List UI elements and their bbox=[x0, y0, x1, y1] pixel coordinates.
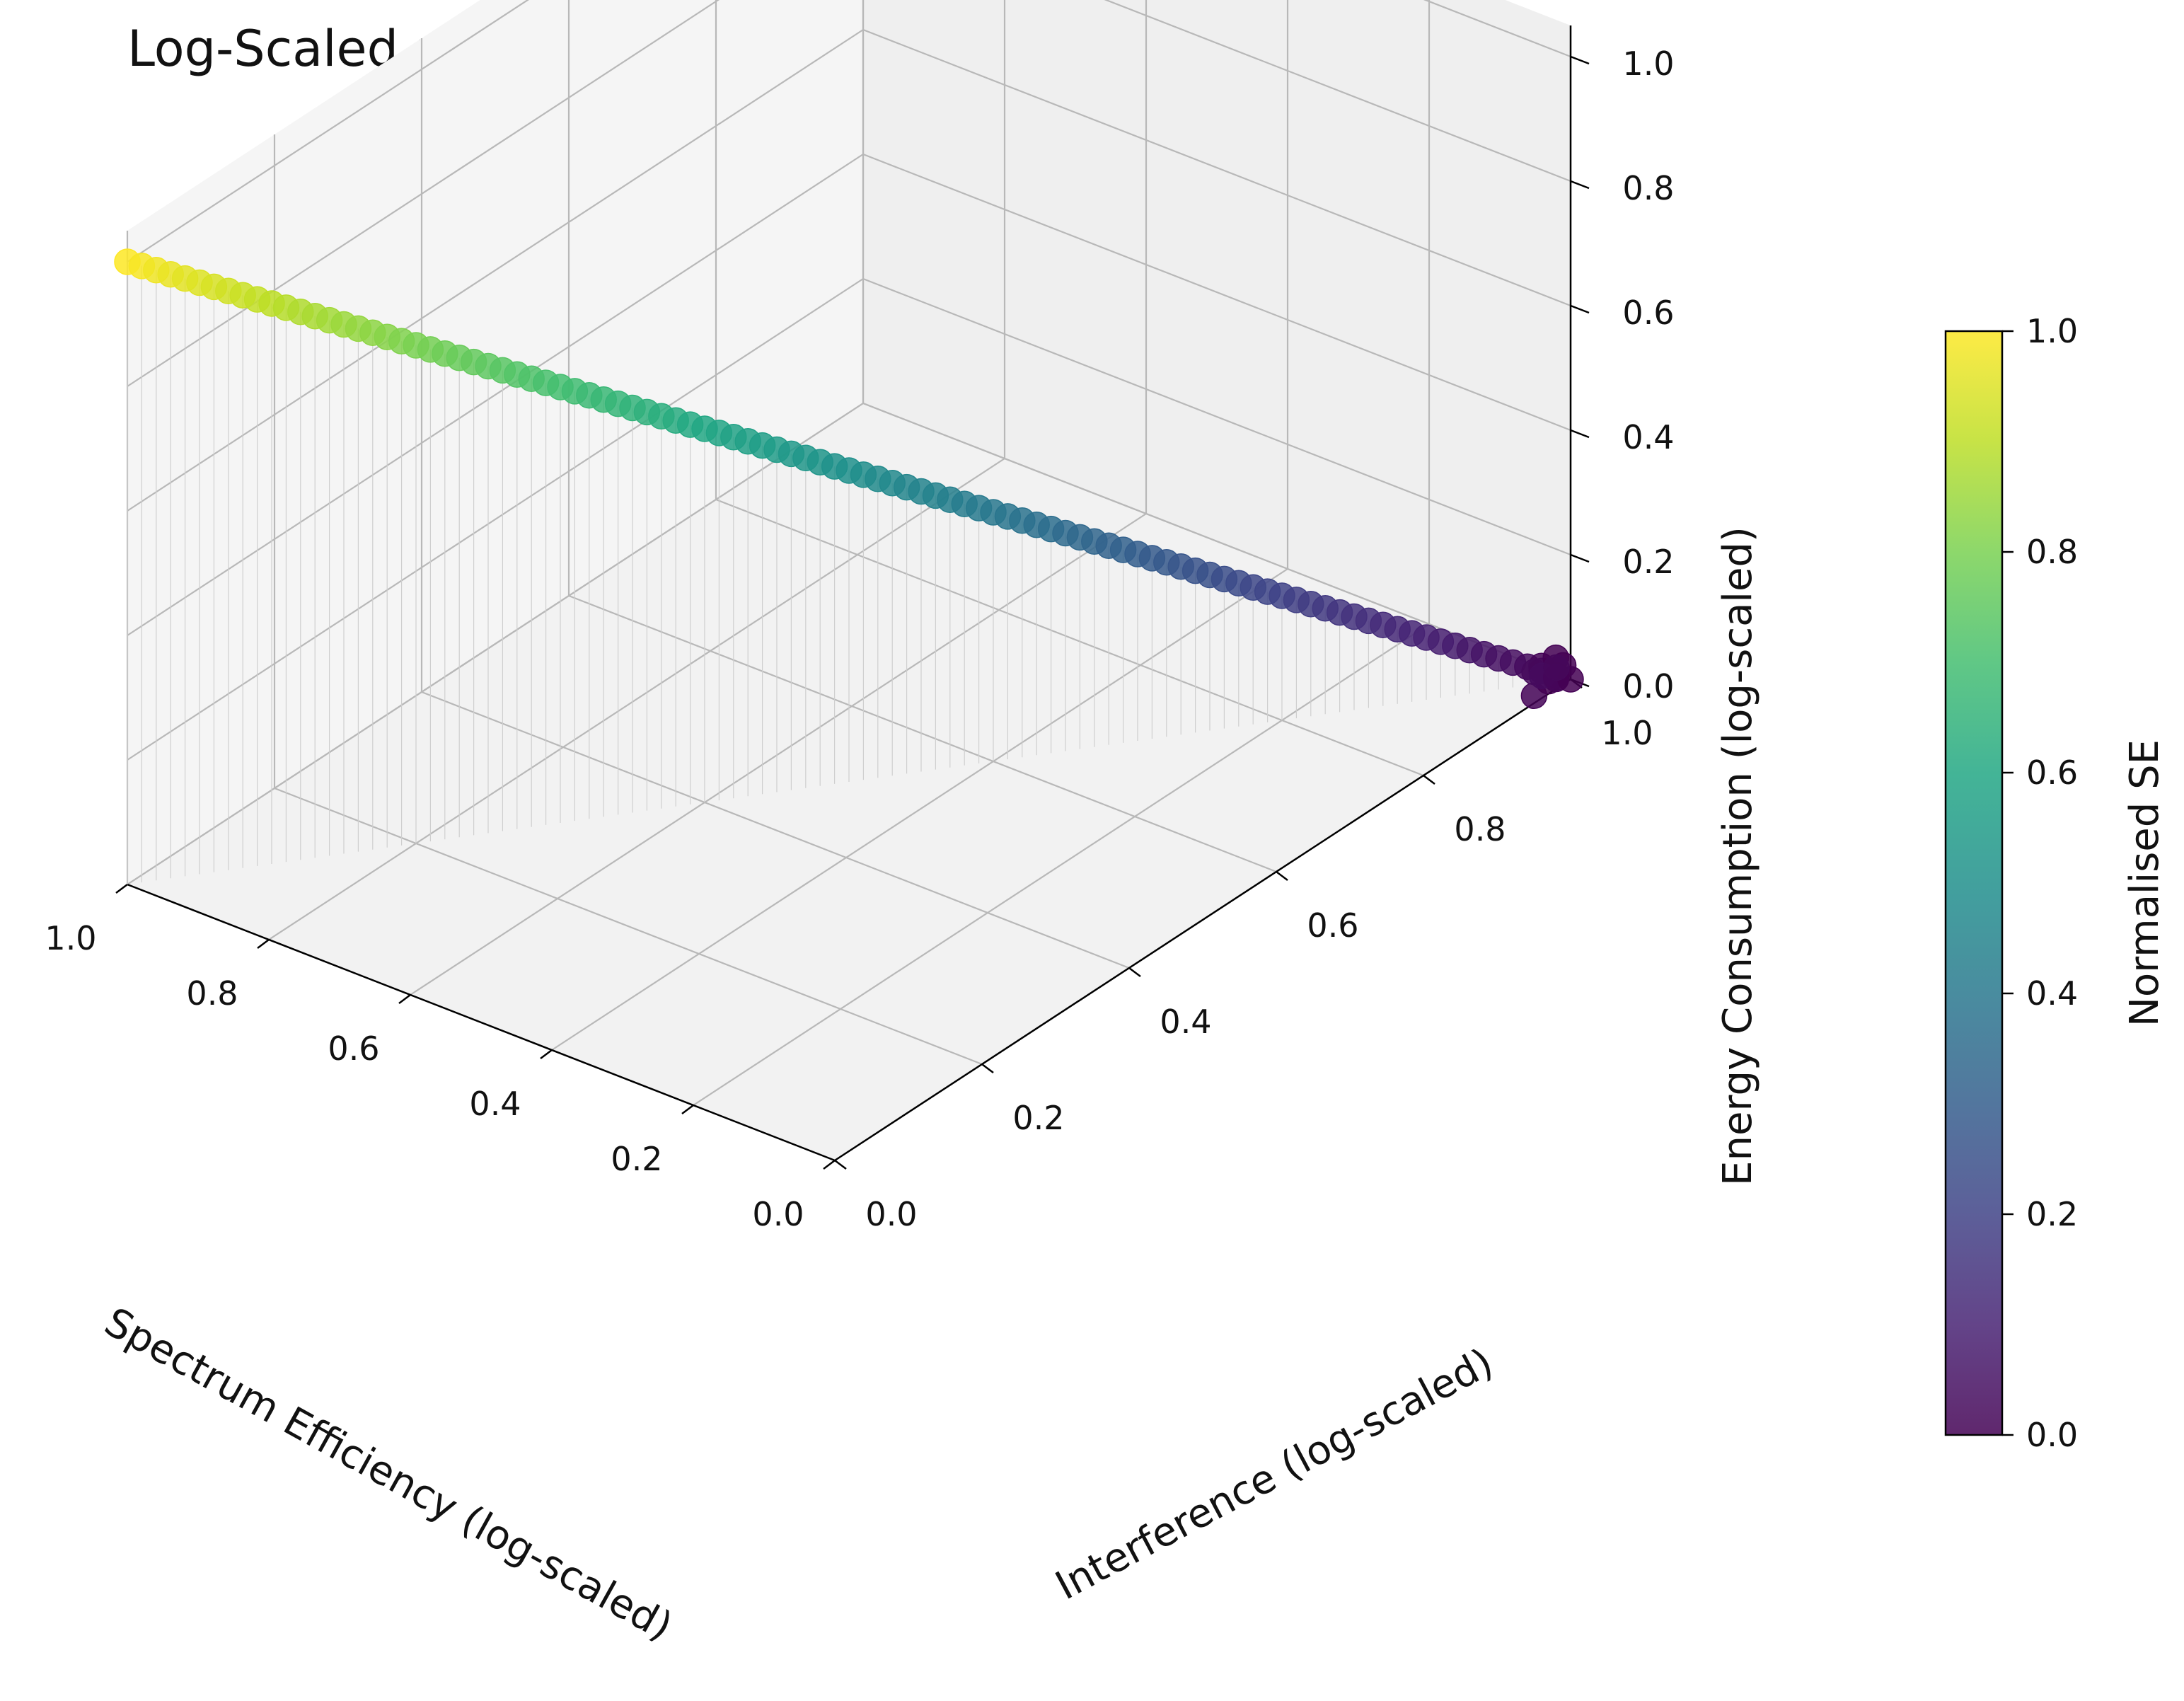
y-axis-line bbox=[834, 678, 1571, 1162]
right-wall-pane bbox=[863, 0, 1571, 679]
colorbar-label: Normalised SE bbox=[2122, 739, 2168, 1027]
x-axis-label: Spectrum Efficiency (log-scaled) bbox=[97, 1299, 680, 1650]
x-tick-mark bbox=[115, 884, 128, 894]
grid-line-wall-z2 bbox=[862, 28, 1571, 307]
axis-lines bbox=[115, 25, 1590, 1170]
colorbar-tick-label: 0.6 bbox=[2026, 754, 2078, 792]
colorbar-tick-label: 0.2 bbox=[2026, 1195, 2078, 1233]
grid-line-floor-x bbox=[268, 458, 1005, 940]
colorbar-tick-label: 0.4 bbox=[2026, 974, 2078, 1013]
y-tick-mark bbox=[834, 1160, 847, 1170]
z-tick-label: 0.6 bbox=[1622, 294, 1674, 332]
y-axis-label: Interference (log-scaled) bbox=[1048, 1339, 1501, 1609]
grid-line-floor-y bbox=[421, 691, 1130, 969]
z-tick-label: 0.0 bbox=[1622, 667, 1674, 705]
x-tick-mark bbox=[540, 1049, 553, 1059]
z-tick-mark bbox=[1570, 553, 1590, 563]
grid-line-floor-y bbox=[568, 594, 1277, 873]
colorbar: 1.0 0.8 0.6 0.4 0.2 0.0 Normalised SE bbox=[1944, 312, 2168, 1454]
colorbar-tick-label: 0.0 bbox=[2026, 1416, 2078, 1454]
grid-line-wall-z2 bbox=[1423, 0, 1571, 58]
x-tick-mark bbox=[681, 1105, 694, 1114]
grid-line-floor-y bbox=[274, 787, 983, 1066]
z-tick-label: 1.0 bbox=[1622, 45, 1674, 83]
colorbar-scale bbox=[1944, 330, 2004, 1436]
z-tick-label: 0.2 bbox=[1622, 543, 1674, 581]
x-tick-mark bbox=[257, 939, 270, 949]
x-tick-label: 0.8 bbox=[186, 974, 238, 1013]
colorbar-tick-label: 1.0 bbox=[2026, 312, 2078, 350]
y-tick-label: 0.4 bbox=[1160, 1003, 1211, 1041]
grid-line-wall-z bbox=[127, 29, 864, 512]
z-tick-label: 0.8 bbox=[1622, 169, 1674, 207]
z-tick-mark bbox=[1570, 429, 1590, 439]
z-tick-mark bbox=[1570, 304, 1590, 314]
z-tick-mark bbox=[1570, 180, 1590, 190]
z-axis-label: Energy Consumption (log-scaled) bbox=[1715, 526, 1761, 1186]
grid-line-floor-x bbox=[551, 568, 1288, 1051]
y-tick-mark bbox=[1423, 775, 1435, 785]
grid-line-floor-x bbox=[693, 623, 1430, 1106]
x-tick-label: 1.0 bbox=[45, 919, 96, 957]
x-tick-label: 0.2 bbox=[611, 1140, 662, 1178]
y-tick-label: 1.0 bbox=[1601, 714, 1653, 752]
y-tick-label: 0.8 bbox=[1454, 810, 1506, 848]
colorbar-tick-label: 0.8 bbox=[2026, 533, 2078, 571]
y-tick-label: 0.6 bbox=[1307, 906, 1358, 945]
y-tick-label: 0.2 bbox=[1012, 1099, 1064, 1137]
y-tick-label: 0.0 bbox=[865, 1195, 917, 1233]
x-axis-line bbox=[127, 883, 836, 1162]
grid-line-wall-z bbox=[127, 0, 529, 263]
x-tick-label: 0.0 bbox=[752, 1195, 804, 1233]
grid-line-wall-z bbox=[127, 278, 864, 761]
grid-line-floor-y bbox=[715, 498, 1424, 777]
z-tick-mark bbox=[1570, 55, 1590, 65]
grid-line-floor-x bbox=[127, 403, 864, 885]
x-tick-label: 0.6 bbox=[328, 1030, 379, 1068]
x-tick-mark bbox=[398, 994, 411, 1004]
x-tick-mark bbox=[823, 1160, 836, 1170]
grid-line-wall-z2 bbox=[862, 277, 1571, 556]
y-tick-mark bbox=[1276, 871, 1288, 881]
grid-line-wall-z bbox=[127, 154, 864, 636]
grid-line-wall-z2 bbox=[1104, 0, 1571, 183]
left-wall-pane bbox=[127, 0, 863, 884]
z-tick-label: 0.4 bbox=[1622, 418, 1674, 456]
y-tick-mark bbox=[1128, 967, 1141, 977]
x-tick-label: 0.4 bbox=[469, 1085, 521, 1123]
y-tick-mark bbox=[981, 1063, 994, 1073]
grid-line-wall-z2 bbox=[862, 153, 1571, 432]
data-points bbox=[114, 248, 1584, 710]
grid-line-floor-x bbox=[410, 513, 1147, 996]
data-point bbox=[1543, 654, 1570, 681]
